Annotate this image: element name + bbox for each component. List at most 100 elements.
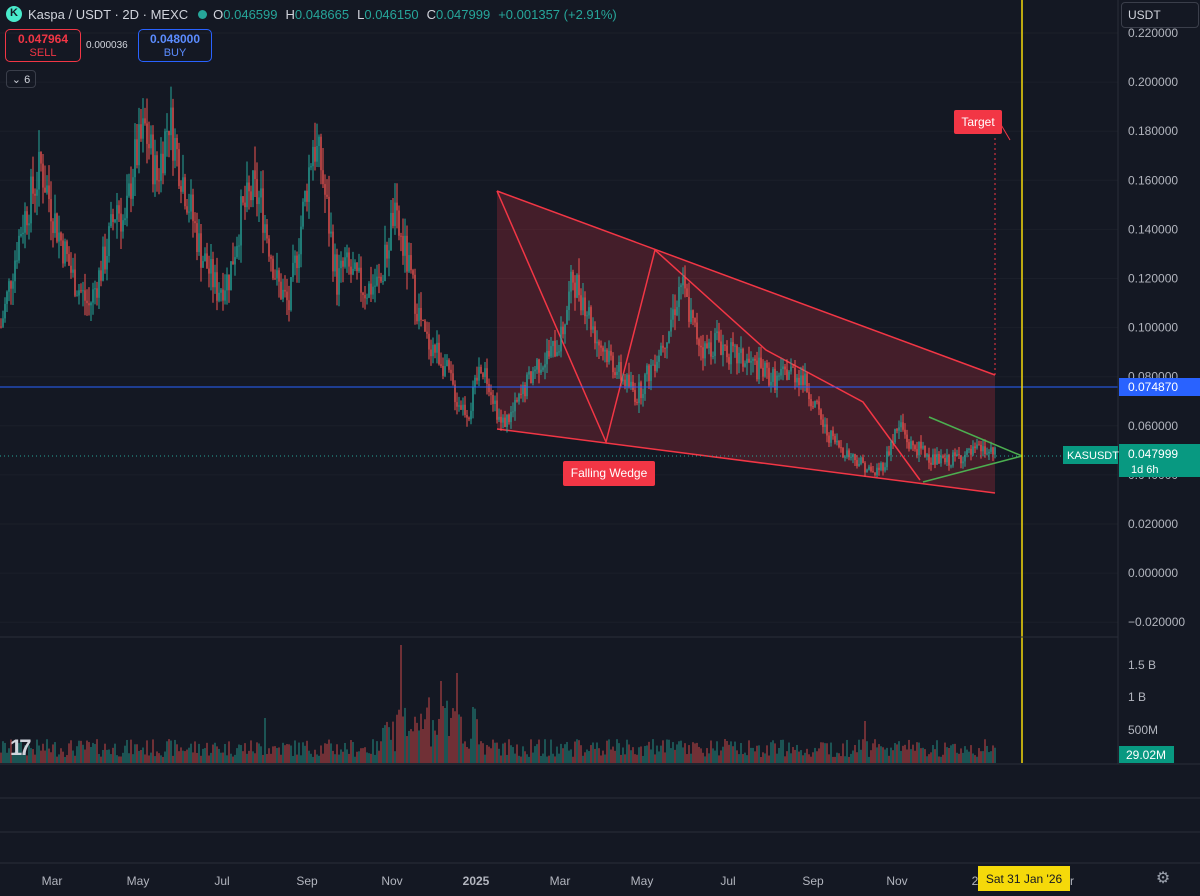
candle [724, 344, 726, 352]
symbol-title[interactable]: Kaspa / USDT · 2D · MEXC [28, 6, 189, 22]
candle [6, 290, 8, 312]
candle [366, 293, 368, 305]
candle [792, 363, 794, 368]
sell-button[interactable]: 0.047964 SELL [5, 29, 81, 62]
currency-selector[interactable]: USDT [1121, 2, 1199, 28]
volume-bar [498, 748, 500, 763]
volume-bar [12, 753, 14, 763]
volume-bar [514, 753, 516, 763]
volume-bar [290, 745, 292, 763]
wedge-upper-trendline[interactable] [496, 190, 996, 376]
candle [542, 365, 544, 372]
candle [64, 238, 66, 267]
target-label[interactable]: Target [954, 110, 1002, 134]
candle [466, 410, 468, 427]
volume-bar [700, 748, 702, 763]
candle [766, 359, 768, 379]
gear-icon[interactable]: ⚙ [1155, 870, 1171, 887]
price-tick-label: 0.200000 [1128, 75, 1178, 89]
volume-bar [908, 739, 910, 763]
candle [108, 222, 110, 263]
candle [940, 449, 942, 467]
candle [222, 272, 224, 311]
triangle-lower-line[interactable] [922, 455, 1023, 483]
indicators-toggle-button[interactable]: ⌄ 6 [6, 70, 36, 88]
volume-bar [0, 752, 2, 763]
candle [122, 214, 124, 239]
volume-bar [500, 755, 502, 763]
candle [142, 98, 144, 153]
svg-text:Sat 31 Jan '26: Sat 31 Jan '26 [986, 872, 1063, 886]
candle [952, 449, 954, 468]
volume-bar [176, 744, 178, 763]
candle [610, 344, 612, 361]
candle [706, 334, 708, 349]
volume-bar [424, 719, 426, 763]
candle [298, 238, 300, 283]
candle [870, 462, 872, 473]
close-value: 0.047999 [435, 6, 491, 22]
candle [694, 317, 696, 328]
volume-bar [6, 752, 8, 763]
volume-bar [706, 748, 708, 763]
volume-bar [430, 746, 432, 763]
candle [92, 282, 94, 315]
triangle-upper-line[interactable] [928, 416, 1023, 457]
volume-bar [196, 752, 198, 763]
low-label: L [357, 6, 365, 22]
candle [234, 246, 236, 276]
volume-bar [556, 746, 558, 763]
candle [104, 233, 106, 274]
volume-bar [362, 748, 364, 763]
volume-bar [724, 739, 726, 763]
volume-bar [824, 743, 826, 763]
volume-bar [562, 748, 564, 763]
volume-bar [282, 742, 284, 763]
candle [396, 183, 398, 229]
candle [66, 239, 68, 262]
volume-bar [388, 727, 390, 763]
candle [178, 142, 180, 189]
candle [46, 175, 48, 195]
volume-bar [308, 750, 310, 763]
volume-bar [38, 745, 40, 763]
volume-bar [886, 747, 888, 763]
volume-bar [148, 755, 150, 763]
candle [778, 372, 780, 381]
candle [82, 281, 84, 307]
volume-bar [954, 743, 956, 763]
candle [428, 322, 430, 360]
volume-bar [116, 755, 118, 763]
candle [740, 336, 742, 364]
candle [794, 359, 796, 390]
volume-bar [964, 746, 966, 763]
kaspa-logo-icon [6, 6, 22, 22]
candle [164, 128, 166, 176]
volume-bar [226, 755, 228, 763]
volume-bar [22, 752, 24, 763]
candle [746, 353, 748, 376]
volume-bar [340, 749, 342, 763]
buy-label: BUY [163, 47, 187, 59]
volume-bar [20, 740, 22, 763]
falling-wedge-label[interactable]: Falling Wedge [563, 461, 655, 486]
volume-bar [956, 752, 958, 763]
candle [374, 268, 376, 303]
price-tick-label: 0.000000 [1128, 566, 1178, 580]
volume-bar [768, 755, 770, 763]
candle [80, 283, 82, 294]
tradingview-logo-icon[interactable]: 17 [10, 735, 32, 760]
candle [898, 420, 900, 440]
candle [768, 362, 770, 388]
buy-button[interactable]: 0.048000 BUY [138, 29, 212, 62]
candle [682, 267, 684, 295]
candle [458, 396, 460, 412]
wedge-zigzag[interactable] [496, 190, 921, 481]
candle [490, 384, 492, 405]
candle [536, 358, 538, 374]
volume-bar [962, 752, 964, 763]
wedge-lower-trendline[interactable] [496, 428, 996, 494]
volume-bar [462, 743, 464, 763]
candle [446, 354, 448, 367]
